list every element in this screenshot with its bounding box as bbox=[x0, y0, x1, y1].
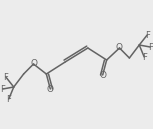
Text: F: F bbox=[142, 53, 147, 62]
Text: F: F bbox=[3, 72, 8, 82]
Text: O: O bbox=[30, 59, 37, 68]
Text: F: F bbox=[0, 84, 5, 94]
Text: O: O bbox=[116, 43, 123, 53]
Text: F: F bbox=[6, 95, 11, 103]
Text: F: F bbox=[145, 30, 150, 39]
Text: F: F bbox=[148, 42, 153, 51]
Text: O: O bbox=[47, 84, 54, 94]
Text: O: O bbox=[99, 71, 106, 79]
